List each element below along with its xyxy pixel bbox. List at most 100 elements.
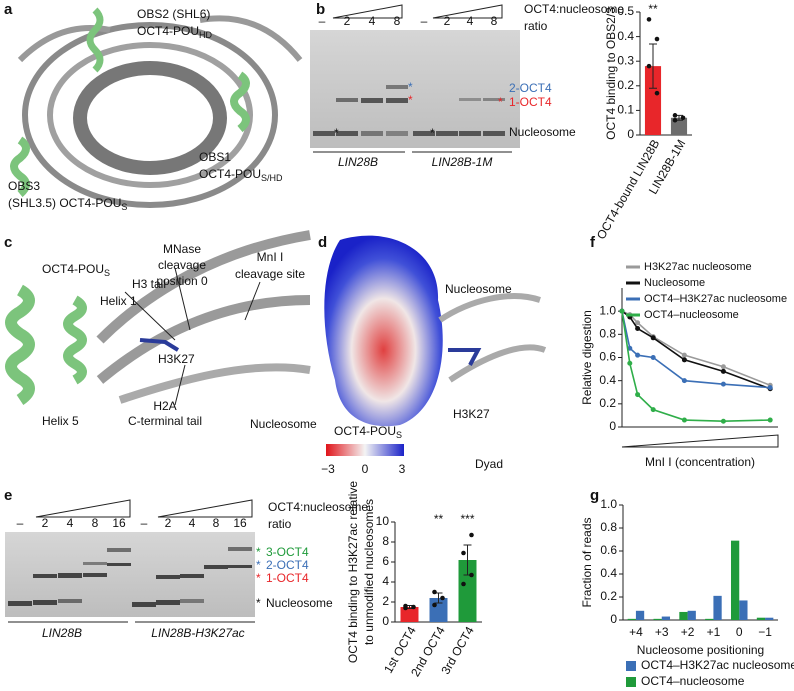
label: Helix 1: [100, 294, 137, 308]
lane-label: 16: [112, 516, 126, 530]
gel-star: *: [498, 95, 503, 109]
construct: LIN28B: [42, 626, 82, 640]
bar: [765, 617, 774, 620]
label: Dyad: [475, 457, 503, 471]
y-tick-label: 1.0: [600, 497, 617, 511]
data-point: [767, 417, 773, 423]
data-point: [681, 417, 687, 423]
y-tick-label: 10: [376, 514, 390, 528]
surface: [324, 235, 443, 427]
panel-label: f: [590, 234, 596, 251]
gel-star: *: [256, 571, 261, 585]
data-point: [720, 418, 726, 424]
y-tick-label: 0.6: [600, 543, 617, 557]
bar: [644, 66, 662, 135]
bar: [653, 618, 662, 620]
label: OCT4-POUS: [334, 424, 402, 440]
ratio-wedge: [157, 499, 253, 518]
bar: [627, 618, 636, 620]
label: position 0: [156, 274, 208, 288]
y-tick-label: 0.4: [599, 373, 616, 387]
data-point: [650, 335, 656, 341]
legend-swatch: [626, 661, 636, 671]
y-tick-label: 0.5: [617, 4, 634, 18]
label: H3K27: [158, 352, 195, 366]
label: Helix 5: [42, 414, 79, 428]
data-point: [635, 392, 641, 398]
construct: LIN28B-H3K27ac: [151, 626, 244, 640]
lane-label: 8: [394, 14, 401, 28]
label: OCT4-POUS/HD: [199, 167, 283, 183]
y-axis-label: OCT4 binding to OBS2/3: [604, 7, 618, 140]
label: OBS1: [199, 150, 231, 164]
lane-label: –: [17, 516, 24, 530]
legend-label: OCT4–H3K27ac nucleosome: [641, 658, 794, 672]
gel: [310, 30, 520, 148]
bar: [730, 540, 740, 620]
data-point: [432, 589, 437, 595]
data-point: [681, 378, 687, 384]
bar: [705, 618, 714, 620]
data-point: [461, 550, 466, 556]
label: H2A: [153, 399, 176, 413]
data-point: [635, 352, 641, 358]
band-label: 2-OCT4: [509, 81, 552, 95]
band-label: Nucleosome: [266, 596, 333, 610]
gel-star: *: [256, 596, 261, 610]
label: OCT4-POU: [42, 262, 104, 276]
data-point: [681, 352, 687, 358]
bar: [739, 600, 748, 620]
y-tick-label: 0: [610, 612, 617, 626]
panel-label: a: [4, 1, 13, 18]
y-tick-label: 0.1: [617, 103, 634, 117]
lane-label: 4: [467, 14, 474, 28]
y-tick-label: 0: [609, 419, 616, 433]
error-bar: [649, 43, 657, 89]
y-tick-label: 0.2: [617, 78, 634, 92]
data-point: [627, 360, 633, 366]
label: Nucleosome: [445, 282, 512, 296]
scale-label: 3: [399, 462, 406, 476]
label: HD: [199, 30, 212, 40]
x-axis-label: Nucleosome positioning: [637, 643, 764, 657]
bar: [400, 607, 419, 622]
lane-label: –: [421, 14, 428, 28]
data-point: [627, 345, 633, 351]
label: OBS2 (SHL6): [137, 7, 210, 21]
label: S/HD: [261, 173, 283, 183]
legend-label: Nucleosome: [644, 277, 705, 289]
data-point: [720, 381, 726, 387]
x-tick-label: 0: [736, 625, 743, 639]
y-axis-label: Relative digestion: [580, 310, 594, 405]
y-tick-label: 8: [382, 534, 389, 548]
lane-label: 2: [165, 516, 172, 530]
y-tick-label: 0.8: [599, 327, 616, 341]
data-point: [767, 385, 773, 391]
data-point: [650, 407, 656, 413]
lane-label: 2: [42, 516, 49, 530]
series-line: [621, 310, 771, 387]
colorbar: [326, 444, 404, 456]
gel-star: *: [408, 80, 413, 94]
lane-label: 8: [92, 516, 99, 530]
data-point: [654, 90, 660, 96]
structure-a: [10, 7, 303, 208]
ratio-wedge: [332, 4, 403, 19]
label: ratio: [524, 19, 548, 33]
lane-label: –: [141, 516, 148, 530]
data-point: [440, 595, 445, 601]
data-point: [469, 572, 474, 578]
bar: [756, 617, 766, 620]
y-tick-label: 0.2: [599, 396, 616, 410]
panel-label: g: [590, 487, 599, 504]
data-point: [646, 17, 652, 22]
gel-bands: [8, 547, 252, 607]
bar: [661, 616, 671, 620]
y-tick-label: 0.3: [617, 53, 634, 67]
data-point: [654, 36, 660, 42]
lane-label: –: [319, 14, 326, 28]
bar: [679, 611, 688, 620]
scale-label: 0: [362, 462, 369, 476]
label: H3K27: [453, 407, 490, 421]
construct: LIN28B: [338, 155, 378, 169]
